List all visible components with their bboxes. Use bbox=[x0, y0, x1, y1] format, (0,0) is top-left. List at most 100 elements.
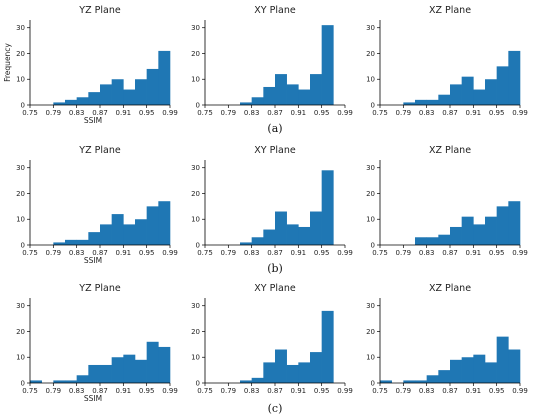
x-axis-label: SSIM bbox=[84, 256, 102, 265]
x-tick-label: 0.95 bbox=[314, 249, 330, 257]
panel-title: YZ Plane bbox=[78, 283, 121, 294]
x-tick-label: 0.91 bbox=[466, 249, 482, 257]
x-tick-label: 0.83 bbox=[69, 387, 85, 395]
x-tick-label: 0.95 bbox=[489, 109, 505, 117]
histogram-bar bbox=[485, 216, 497, 245]
histogram-bar bbox=[403, 102, 416, 105]
x-tick-label: 0.75 bbox=[22, 109, 38, 117]
x-tick-label: 0.87 bbox=[442, 387, 458, 395]
histogram-bar bbox=[496, 336, 509, 383]
x-tick-label: 0.91 bbox=[291, 249, 307, 257]
panel-title: YZ Plane bbox=[78, 5, 121, 16]
y-tick-label: 20 bbox=[366, 50, 375, 58]
histogram-bar bbox=[100, 364, 112, 383]
histogram-bar bbox=[100, 224, 112, 245]
y-tick-label: 20 bbox=[191, 190, 200, 198]
y-tick-label: 0 bbox=[371, 102, 375, 110]
x-tick-label: 0.75 bbox=[372, 387, 388, 395]
histogram-bar bbox=[438, 94, 451, 105]
panel-title: YZ Plane bbox=[78, 145, 121, 156]
panel-title: XZ Plane bbox=[429, 5, 471, 16]
x-tick-label: 0.79 bbox=[46, 109, 62, 117]
histogram-bar bbox=[251, 97, 264, 105]
panel-title: XY Plane bbox=[254, 145, 296, 156]
x-tick-label: 0.83 bbox=[69, 249, 85, 257]
y-tick-label: 20 bbox=[366, 190, 375, 198]
y-tick-label: 0 bbox=[371, 242, 375, 250]
y-tick-label: 0 bbox=[21, 102, 25, 110]
histogram-bar bbox=[158, 201, 171, 245]
x-tick-label: 0.95 bbox=[139, 249, 155, 257]
y-tick-label: 20 bbox=[16, 328, 25, 336]
histogram-bar bbox=[30, 380, 42, 383]
y-tick-label: 30 bbox=[16, 24, 25, 32]
histogram-bar bbox=[251, 237, 264, 245]
y-tick-label: 10 bbox=[366, 76, 375, 84]
histogram-bar bbox=[240, 380, 252, 383]
x-tick-label: 0.91 bbox=[116, 109, 132, 117]
y-tick-label: 30 bbox=[191, 164, 200, 172]
histogram-bar bbox=[76, 375, 89, 383]
histogram-bar bbox=[450, 359, 462, 383]
histogram-bar bbox=[298, 226, 311, 245]
histogram-bar bbox=[111, 214, 124, 245]
x-tick-label: 0.79 bbox=[396, 249, 412, 257]
histogram-bar bbox=[88, 364, 101, 383]
histogram-bar bbox=[263, 86, 276, 105]
y-tick-label: 0 bbox=[196, 380, 200, 388]
y-tick-label: 30 bbox=[366, 302, 375, 310]
y-tick-label: 30 bbox=[191, 302, 200, 310]
y-tick-label: 20 bbox=[16, 50, 25, 58]
histogram-bar bbox=[415, 99, 427, 105]
x-tick-label: 0.91 bbox=[291, 387, 307, 395]
histogram-bar bbox=[123, 354, 136, 383]
x-tick-label: 0.79 bbox=[46, 249, 62, 257]
histogram-bar bbox=[426, 375, 439, 383]
y-tick-label: 0 bbox=[21, 380, 25, 388]
panel-title: XY Plane bbox=[254, 5, 296, 16]
histogram-bar bbox=[65, 99, 77, 105]
y-tick-label: 10 bbox=[191, 216, 200, 224]
histogram-bar bbox=[146, 206, 159, 245]
x-tick-label: 0.99 bbox=[162, 109, 178, 117]
histogram-bar bbox=[438, 234, 451, 245]
x-tick-label: 0.99 bbox=[512, 387, 528, 395]
y-tick-label: 30 bbox=[16, 302, 25, 310]
histogram-bar bbox=[111, 79, 124, 105]
x-tick-label: 0.75 bbox=[372, 109, 388, 117]
histogram-bar bbox=[240, 102, 252, 105]
histogram-bar bbox=[65, 239, 77, 245]
histogram-bar bbox=[146, 68, 159, 105]
x-tick-label: 0.87 bbox=[442, 249, 458, 257]
x-tick-label: 0.99 bbox=[337, 387, 353, 395]
y-tick-label: 0 bbox=[196, 102, 200, 110]
histogram-bar bbox=[123, 89, 136, 105]
histogram-bar bbox=[485, 362, 497, 383]
x-tick-label: 0.75 bbox=[372, 249, 388, 257]
histogram-bar bbox=[65, 380, 77, 383]
x-tick-label: 0.91 bbox=[116, 249, 132, 257]
y-tick-label: 30 bbox=[366, 164, 375, 172]
x-tick-label: 0.91 bbox=[466, 109, 482, 117]
histogram-bar bbox=[100, 84, 112, 105]
histogram-bar bbox=[508, 349, 521, 383]
histogram-bar bbox=[508, 201, 521, 245]
histogram-bar bbox=[275, 211, 287, 245]
histogram-bar bbox=[461, 76, 474, 105]
histogram-bar bbox=[286, 224, 299, 245]
x-axis-label: SSIM bbox=[84, 116, 102, 125]
x-tick-label: 0.95 bbox=[314, 109, 330, 117]
histogram-bar bbox=[53, 380, 66, 383]
x-tick-label: 0.79 bbox=[221, 109, 237, 117]
histogram-bar bbox=[310, 352, 322, 383]
x-tick-label: 0.87 bbox=[92, 109, 108, 117]
histogram-bar bbox=[321, 310, 334, 383]
x-tick-label: 0.99 bbox=[162, 249, 178, 257]
subfigure-caption: (c) bbox=[268, 402, 283, 415]
histogram-bar bbox=[473, 354, 486, 383]
panel-title: XZ Plane bbox=[429, 283, 471, 294]
histogram-bar bbox=[135, 219, 147, 245]
histogram-bar bbox=[298, 362, 311, 383]
histogram-bar bbox=[461, 216, 474, 245]
